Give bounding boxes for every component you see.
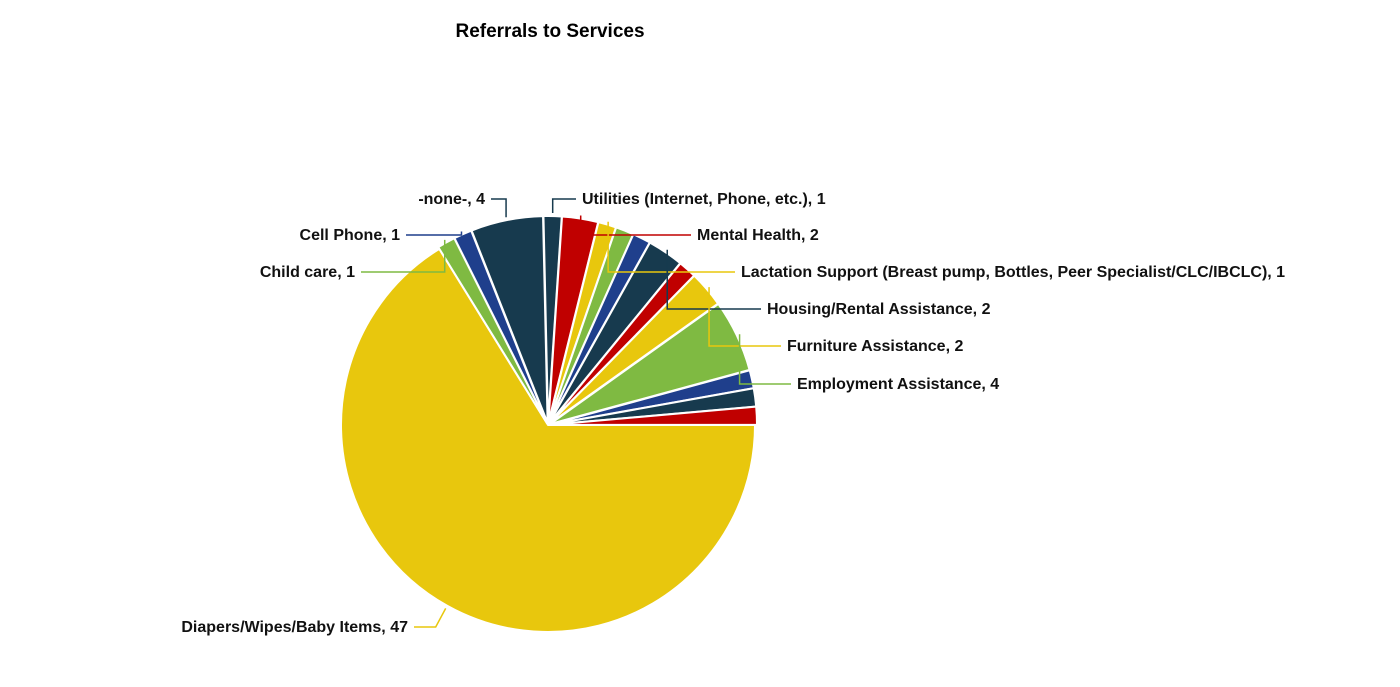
data-label-mental-health: Mental Health, 2 [697, 227, 819, 244]
pie-slice-unlabeled-15 [548, 405, 758, 426]
leader-line-none [491, 198, 507, 218]
leader-line-housing-rental-assistance [666, 249, 761, 310]
leader-line-mental-health [579, 215, 691, 236]
leader-line-diapers-wipes-baby-items [414, 608, 447, 628]
data-label-furniture-assistance: Furniture Assistance, 2 [787, 338, 963, 355]
pie-slice-diapers-wipes-baby-items-0 [340, 247, 756, 633]
data-label-housing-rental-assistance: Housing/Rental Assistance, 2 [767, 301, 991, 318]
leader-line-cell-phone [406, 231, 463, 236]
leader-line-furniture-assistance [708, 287, 781, 347]
leader-line-employment-assistance [738, 334, 791, 385]
data-label-diapers-wipes-baby-items: Diapers/Wipes/Baby Items, 47 [181, 619, 408, 636]
chart-title: Referrals to Services [455, 21, 645, 42]
data-label-child-care: Child care, 1 [260, 264, 355, 281]
leader-line-child-care [361, 239, 446, 273]
data-label-employment-assistance: Employment Assistance, 4 [797, 376, 999, 393]
data-label-cell-phone: Cell Phone, 1 [300, 227, 401, 244]
data-label-lactation-support-breast-pump-bottles-peer-specialist-clc-ibclc: Lactation Support (Breast pump, Bottles,… [741, 264, 1285, 281]
data-label-none: -none-, 4 [418, 191, 485, 208]
leader-line-lactation-support-breast-pump-bottles-peer-specialist-clc-ibclc [607, 221, 735, 273]
data-label-utilities-internet-phone-etc: Utilities (Internet, Phone, etc.), 1 [582, 191, 826, 208]
pie-slices [340, 215, 758, 633]
leader-line-utilities-internet-phone-etc [551, 198, 576, 214]
data-labels: Diapers/Wipes/Baby Items, 47 Child care, … [181, 191, 1285, 636]
leader-lines [361, 198, 791, 628]
